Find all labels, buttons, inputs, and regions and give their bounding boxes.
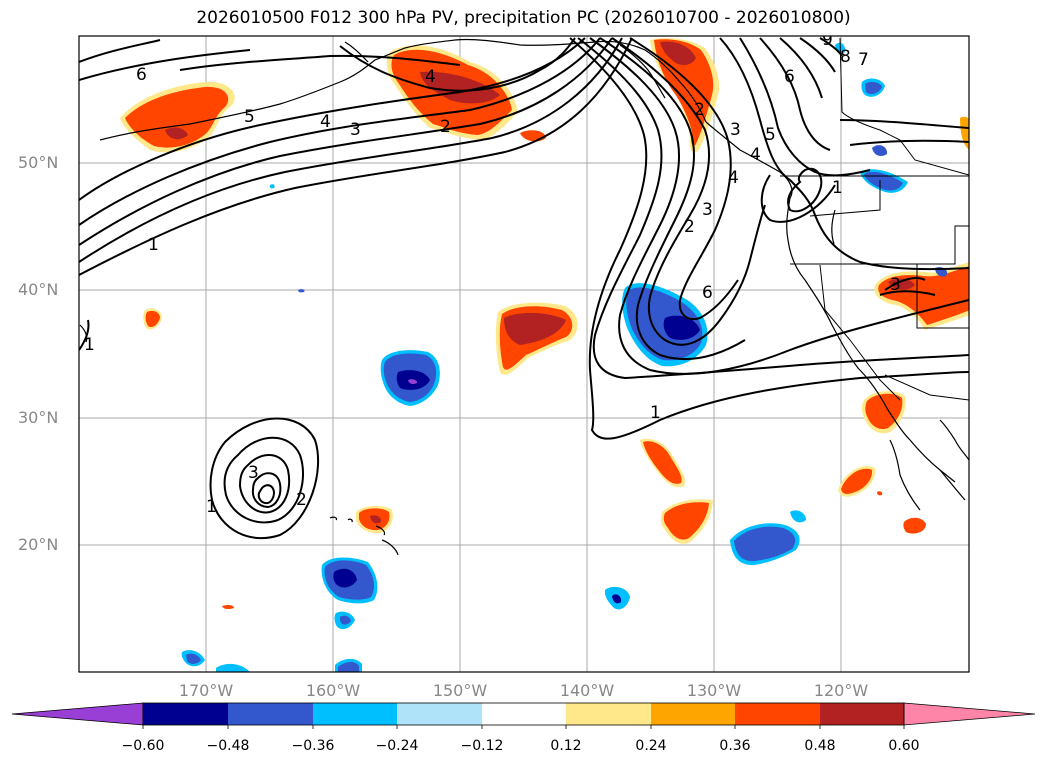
contour-label: 1 [84,335,95,355]
colorbar-tick-label: −0.24 [375,738,419,754]
contour-label: 5 [765,125,776,145]
lat-label: 40°N [18,280,59,299]
contour-label: 2 [694,100,705,120]
contour-label: 3 [702,200,713,220]
colorbar-segment [397,703,482,725]
lon-label: 140°W [559,681,615,700]
contour-label: 3 [730,120,741,140]
lon-label: 170°W [178,681,234,700]
colorbar-extend-high [903,702,1036,726]
lat-label: 30°N [18,408,59,427]
colorbar-segment [566,703,651,725]
colorbar-tick-label: −0.12 [460,738,504,754]
lat-label: 20°N [18,535,59,554]
contour-label: 6 [702,283,713,303]
colorbar-segment [313,703,397,725]
contour-label: 4 [750,145,761,165]
contour-label: 4 [425,67,436,87]
lat-label: 50°N [18,153,59,172]
contour-label: 5 [244,107,255,127]
contour-label: 1 [832,178,843,198]
contour-label: 1 [148,235,159,255]
colorbar-segment [820,703,904,725]
colorbar-tick-label: 0.48 [804,738,836,754]
colorbar-extend-low [11,702,144,726]
coastlines [79,38,969,556]
colorbar-segment [482,703,566,725]
contour-label: 6 [784,67,795,87]
lon-label: 160°W [305,681,361,700]
lon-label: 130°W [686,681,742,700]
colorbar-segment [228,703,313,725]
precip-positive-areas [120,38,969,610]
contour-label: 3 [248,463,259,483]
contour-label: 2 [440,117,451,137]
colorbar-segment [651,703,735,725]
colorbar [11,702,1036,729]
colorbar-segment [735,703,820,725]
contour-label: 3 [350,120,361,140]
contour-label: 2 [296,490,307,510]
contour-label: 2 [684,217,695,237]
precip-negative-areas [181,42,948,672]
lon-label: 150°W [432,681,488,700]
pv-contours [79,37,969,540]
colorbar-tick-label: 0.12 [550,738,582,754]
contour-label: 4 [320,112,331,132]
colorbar-tick-label: −0.48 [206,738,250,754]
contour-label: 9 [822,30,833,50]
political-borders [780,37,969,401]
colorbar-tick-label: −0.60 [121,738,165,754]
contour-label: 8 [840,47,851,67]
graticule [79,36,969,672]
contour-label: 6 [136,65,147,85]
colorbar-tick-label: 0.60 [888,738,920,754]
contour-label: 1 [650,403,661,423]
contour-labels: 6 5 4 3 2 1 2 3 4 6 1 1 2 3 4 5 6 7 8 9 … [84,30,901,517]
lon-label: 120°W [813,681,869,700]
colorbar-tick-label: −0.36 [291,738,335,754]
contour-label: 7 [858,50,869,70]
colorbar-tick-label: 0.24 [635,738,667,754]
map-title: 2026010500 F012 300 hPa PV, precipitatio… [196,8,851,28]
map-frame [78,35,970,673]
colorbar-segment [143,703,228,725]
contour-label: 3 [890,275,901,295]
colorbar-tick-label: 0.36 [719,738,751,754]
contour-label: 4 [728,168,739,188]
contour-label: 1 [206,497,217,517]
